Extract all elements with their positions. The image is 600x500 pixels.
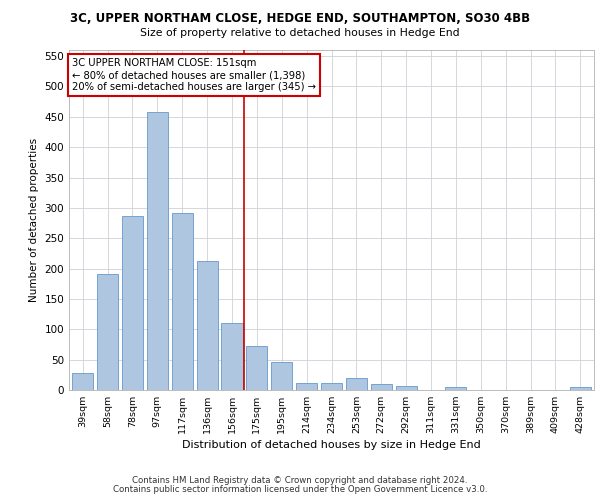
Text: Contains public sector information licensed under the Open Government Licence v3: Contains public sector information licen… — [113, 485, 487, 494]
Bar — [346, 378, 367, 390]
Bar — [172, 214, 193, 390]
Bar — [445, 387, 466, 390]
Bar — [72, 373, 93, 390]
Bar — [147, 112, 168, 390]
Text: 3C, UPPER NORTHAM CLOSE, HEDGE END, SOUTHAMPTON, SO30 4BB: 3C, UPPER NORTHAM CLOSE, HEDGE END, SOUT… — [70, 12, 530, 26]
Bar — [570, 387, 591, 390]
Bar — [371, 384, 392, 390]
Bar — [321, 384, 342, 390]
Text: Size of property relative to detached houses in Hedge End: Size of property relative to detached ho… — [140, 28, 460, 38]
Bar — [246, 346, 268, 390]
Bar — [97, 274, 118, 390]
Bar — [395, 386, 417, 390]
Bar — [197, 260, 218, 390]
Bar — [271, 362, 292, 390]
X-axis label: Distribution of detached houses by size in Hedge End: Distribution of detached houses by size … — [182, 440, 481, 450]
Text: 3C UPPER NORTHAM CLOSE: 151sqm
← 80% of detached houses are smaller (1,398)
20% : 3C UPPER NORTHAM CLOSE: 151sqm ← 80% of … — [71, 58, 316, 92]
Bar — [122, 216, 143, 390]
Bar — [221, 323, 242, 390]
Text: Contains HM Land Registry data © Crown copyright and database right 2024.: Contains HM Land Registry data © Crown c… — [132, 476, 468, 485]
Bar — [296, 382, 317, 390]
Y-axis label: Number of detached properties: Number of detached properties — [29, 138, 39, 302]
